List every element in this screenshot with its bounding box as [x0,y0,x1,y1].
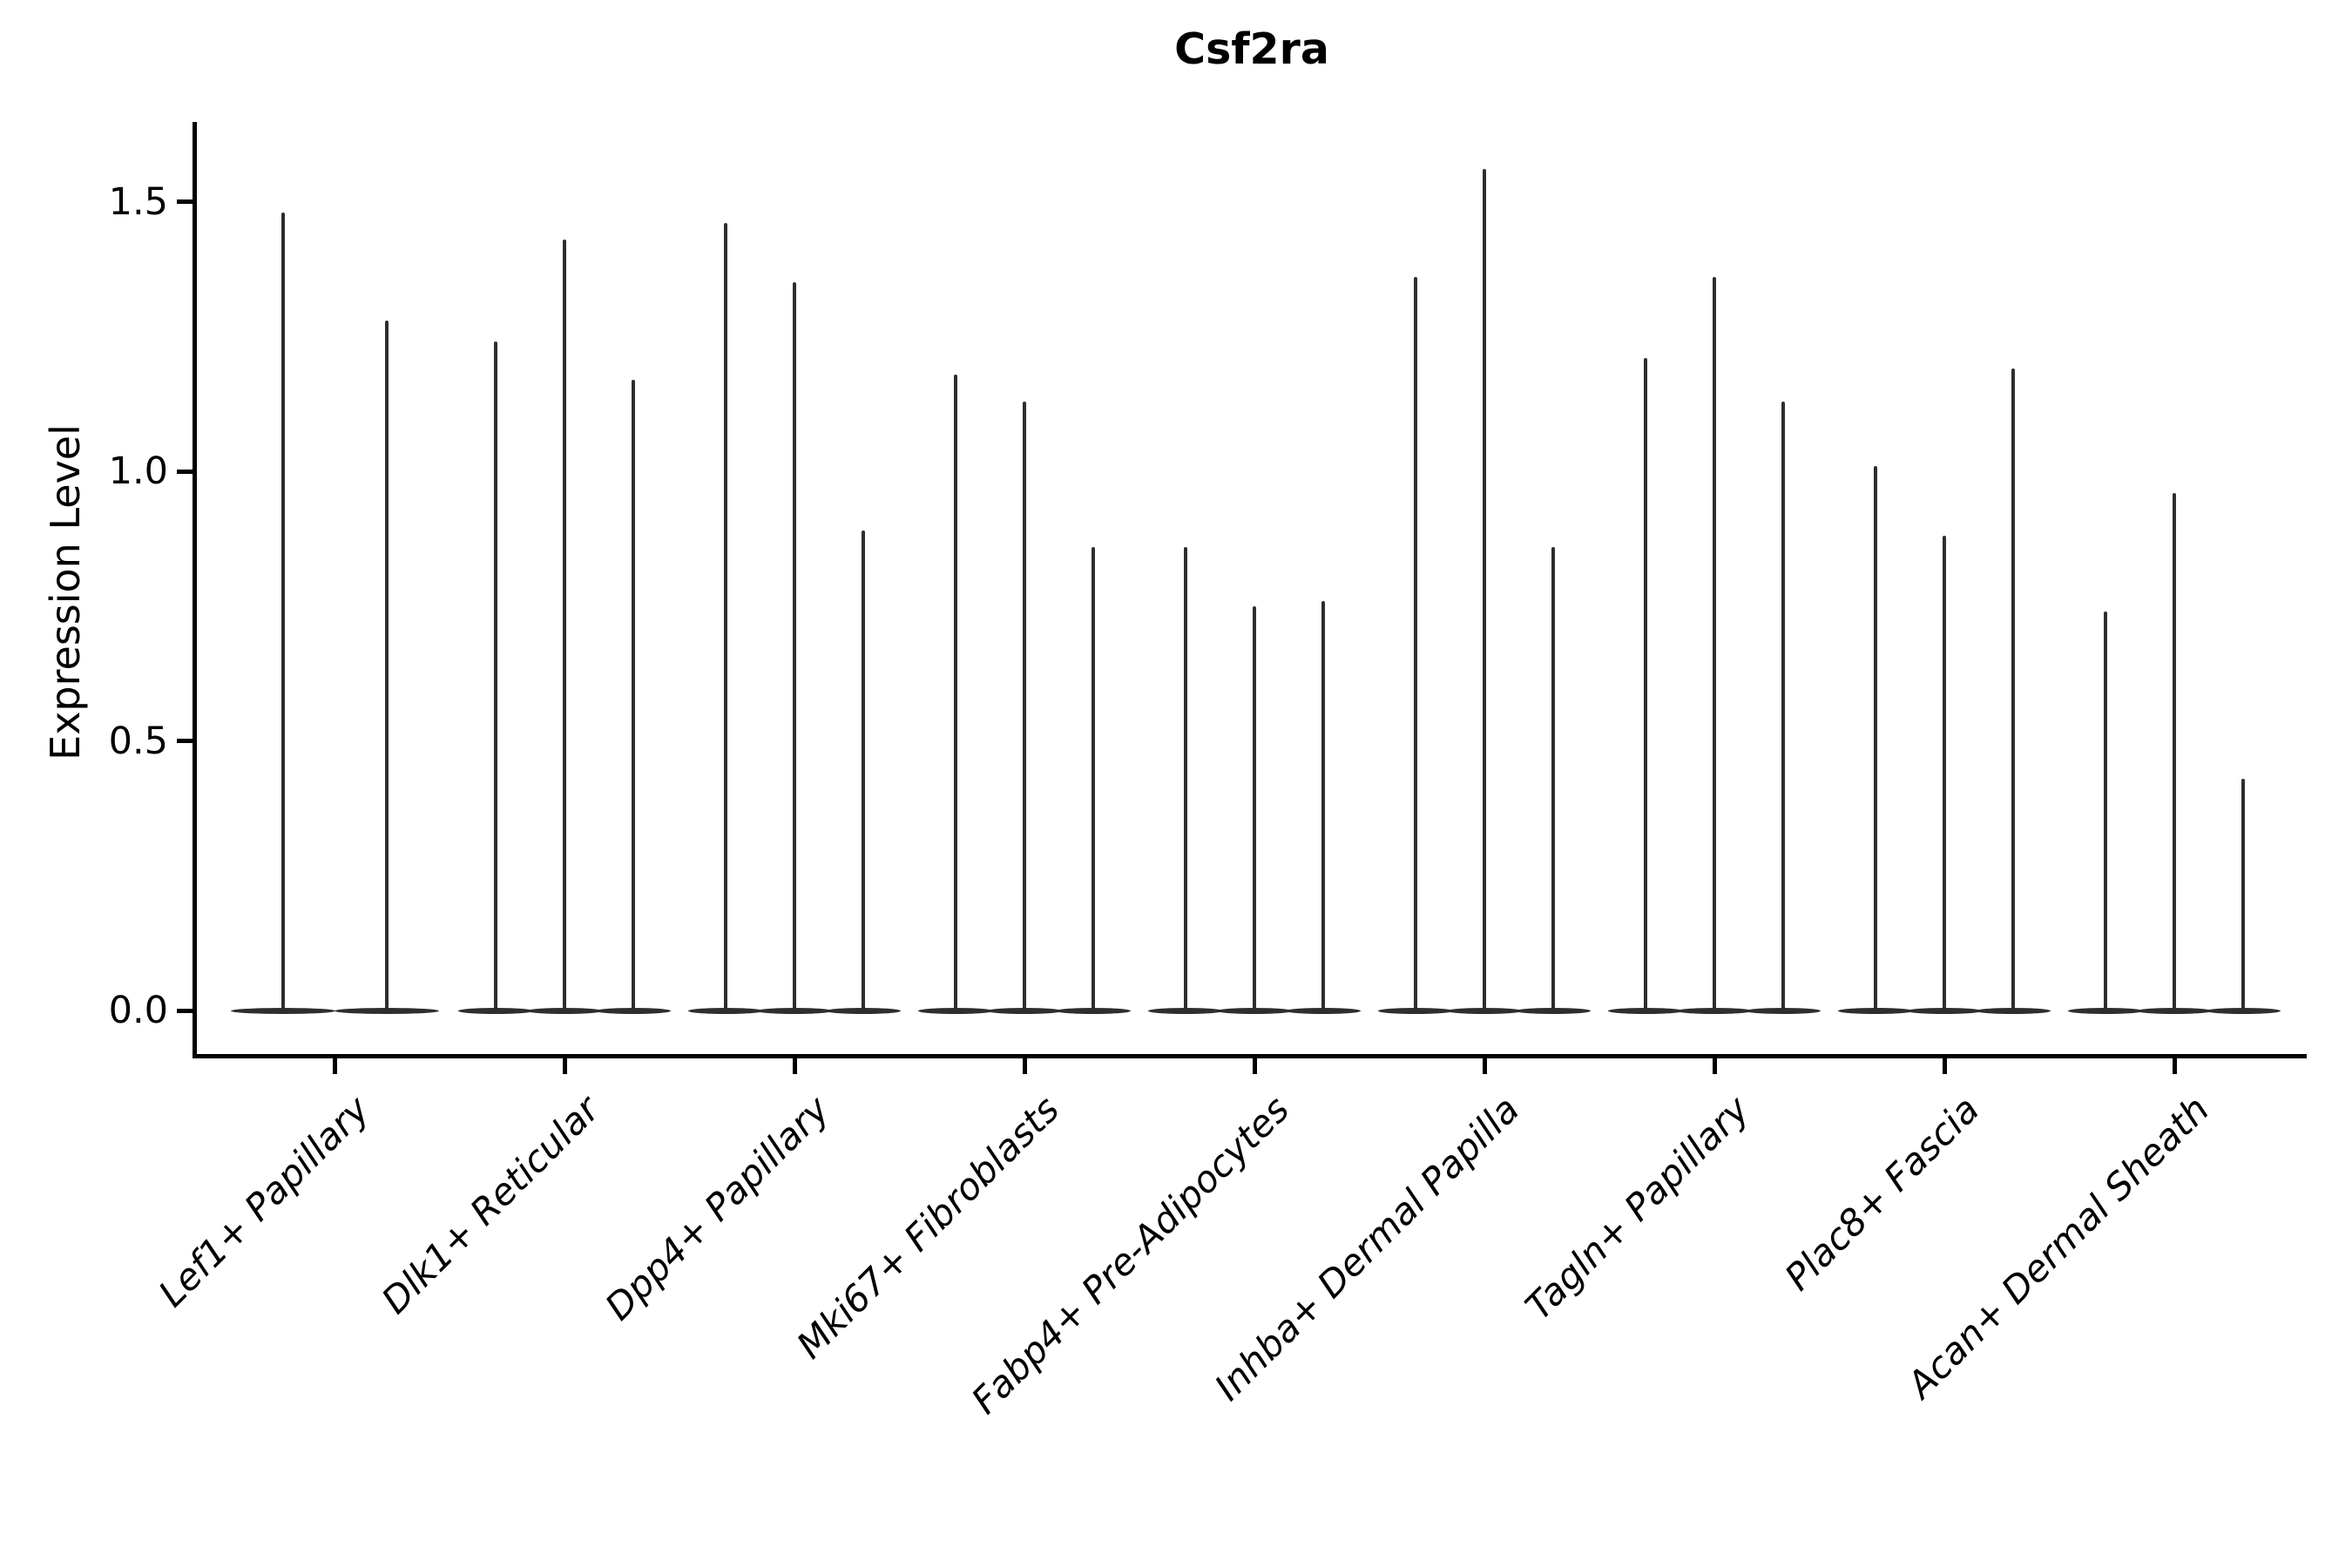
y-tick-label: 0.0 [108,989,168,1032]
chart-title: Csf2ra [1174,24,1329,74]
violin-base [1217,1007,1292,1014]
violin-base [1286,1007,1361,1014]
violin-base [1447,1007,1522,1014]
violin-base [1608,1007,1683,1014]
y-axis-spine [193,122,197,1058]
violin-base [1976,1007,2051,1014]
violin-spike [1184,546,1187,1012]
violin-spike [1253,605,1256,1012]
y-tick-label: 1.5 [108,179,168,224]
violin-spike [632,379,635,1012]
x-tick-mark [1712,1058,1717,1074]
violin-spike [1874,465,1877,1012]
violin-spike [793,282,796,1012]
y-tick-mark [177,739,193,743]
violin-base [1746,1007,1821,1014]
violin-base [1056,1007,1131,1014]
violin-spike [1551,546,1555,1012]
violin-base [2068,1007,2143,1014]
violin-spike [2173,492,2176,1012]
x-tick-mark [1482,1058,1487,1074]
violin-spike [1943,536,1946,1012]
y-axis-label: Expression Level [42,424,89,760]
violin-base [918,1007,993,1014]
violin-spike [280,212,285,1012]
x-tick-label: Plac8+ Fascia [1776,1087,1988,1299]
x-tick-mark [332,1058,337,1074]
violin-spike [724,223,727,1012]
violin-base [1148,1007,1223,1014]
violin-base [230,1007,335,1014]
violin-spike [1321,600,1325,1012]
y-tick-label: 0.5 [108,719,168,763]
violin-spike [2104,611,2107,1012]
x-tick-mark [562,1058,567,1074]
x-tick-mark [2172,1058,2177,1074]
y-tick-mark [177,1008,193,1013]
x-tick-label: Mki67+ Fibroblasts [788,1087,1068,1368]
violin-base [1516,1007,1591,1014]
y-tick-mark [177,469,193,474]
violin-spike [494,341,497,1012]
violin-spike [954,374,957,1012]
violin-base [987,1007,1062,1014]
violin-spike [1483,169,1486,1012]
x-tick-mark [792,1058,797,1074]
violin-spike [1781,401,1785,1012]
x-tick-label: Lef1+ Papillary [150,1087,378,1315]
x-tick-label: Dpp4+ Papillary [597,1087,838,1328]
violin-spike [862,531,865,1012]
violin-spike [2011,368,2015,1012]
x-tick-mark [1022,1058,1027,1074]
x-tick-label: Dlk1+ Reticular [373,1087,608,1322]
violin-spike [1414,277,1417,1012]
violin-base [826,1007,901,1014]
x-tick-mark [1942,1058,1947,1074]
violin-base [2137,1007,2212,1014]
x-tick-label: Tagln+ Papillary [1517,1087,1758,1328]
x-tick-label: Inhba+ Dermal Papilla [1206,1087,1528,1409]
violin-base [757,1007,832,1014]
violin-base [2206,1007,2281,1014]
violin-base [1838,1007,1913,1014]
violin-spike [1644,358,1647,1012]
x-tick-label: Fabp4+ Pre-Adipocytes [963,1087,1298,1423]
violin-base [1907,1007,1982,1014]
violin-spike [384,320,389,1012]
x-axis-spine [193,1054,2307,1058]
violin-base [1378,1007,1453,1014]
violin-spike [1023,401,1026,1012]
x-tick-label: Acan+ Dermal Sheath [1898,1087,2218,1407]
violin-spike [563,239,566,1012]
violin-base [527,1007,602,1014]
y-tick-label: 1.0 [108,449,168,493]
violin-spike [1092,546,1095,1012]
violin-spike [2241,778,2245,1012]
violin-base [596,1007,671,1014]
x-tick-mark [1252,1058,1257,1074]
violin-base [458,1007,533,1014]
violin-spike [1713,277,1716,1012]
violin-base [334,1007,439,1014]
violin-base [688,1007,763,1014]
violin-base [1677,1007,1752,1014]
y-tick-mark [177,199,193,204]
